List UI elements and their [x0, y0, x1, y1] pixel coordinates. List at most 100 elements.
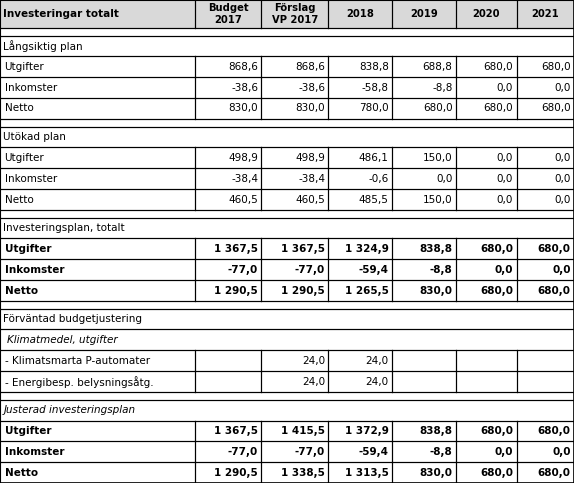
Bar [195, 189, 262, 210]
Text: 0,0: 0,0 [554, 83, 571, 93]
Text: 0,0: 0,0 [495, 447, 513, 457]
Text: Inkomster: Inkomster [5, 83, 57, 93]
Text: Utgifter: Utgifter [5, 244, 51, 254]
Text: 838,8: 838,8 [359, 62, 389, 72]
Text: -0,6: -0,6 [369, 174, 389, 184]
Text: Netto: Netto [5, 195, 33, 204]
Bar [456, 371, 517, 392]
Bar [517, 147, 574, 168]
Bar [392, 441, 456, 462]
Bar [195, 147, 262, 168]
Bar [517, 371, 574, 392]
Bar [0, 392, 574, 400]
Bar [0, 28, 574, 36]
Text: 0,0: 0,0 [554, 195, 571, 204]
Bar [517, 98, 574, 119]
Bar [328, 421, 392, 441]
Bar [195, 350, 262, 371]
Text: 2018: 2018 [346, 9, 374, 19]
Text: 868,6: 868,6 [295, 62, 325, 72]
Bar [517, 57, 574, 77]
Bar [195, 280, 262, 301]
Bar [392, 57, 456, 77]
Bar [0, 462, 195, 483]
Text: 680,0: 680,0 [480, 468, 513, 478]
Text: 680,0: 680,0 [538, 468, 571, 478]
Text: Långsiktig plan: Långsiktig plan [3, 40, 83, 52]
Text: 485,5: 485,5 [359, 195, 389, 204]
Text: 680,0: 680,0 [483, 103, 513, 114]
Bar [262, 98, 328, 119]
Bar [456, 98, 517, 119]
Bar [262, 77, 328, 98]
Text: 780,0: 780,0 [359, 103, 389, 114]
Bar [392, 189, 456, 210]
Bar [0, 239, 195, 259]
Text: 0,0: 0,0 [554, 153, 571, 163]
Text: 0,0: 0,0 [552, 447, 571, 457]
Bar [262, 350, 328, 371]
Text: -38,6: -38,6 [298, 83, 325, 93]
Text: 24,0: 24,0 [366, 356, 389, 366]
Bar [328, 441, 392, 462]
Text: Förslag
VP 2017: Förslag VP 2017 [272, 3, 318, 25]
Text: 24,0: 24,0 [302, 356, 325, 366]
Text: -59,4: -59,4 [359, 265, 389, 275]
Text: 1 324,9: 1 324,9 [345, 244, 389, 254]
Text: -77,0: -77,0 [295, 265, 325, 275]
Bar [195, 371, 262, 392]
Bar [328, 98, 392, 119]
Text: 688,8: 688,8 [422, 62, 452, 72]
Bar [262, 168, 328, 189]
Text: 1 290,5: 1 290,5 [214, 285, 258, 296]
Bar [328, 77, 392, 98]
Bar [195, 0, 262, 28]
Bar [0, 301, 574, 309]
Bar [456, 462, 517, 483]
Text: 830,0: 830,0 [228, 103, 258, 114]
Bar [456, 168, 517, 189]
Text: 498,9: 498,9 [295, 153, 325, 163]
Bar [195, 77, 262, 98]
Bar [392, 259, 456, 280]
Bar [328, 57, 392, 77]
Bar [0, 119, 574, 127]
Text: 1 290,5: 1 290,5 [281, 285, 325, 296]
Bar [328, 462, 392, 483]
Bar [195, 239, 262, 259]
Text: Netto: Netto [5, 285, 38, 296]
Text: 0,0: 0,0 [497, 83, 513, 93]
Text: 680,0: 680,0 [423, 103, 452, 114]
Bar [328, 147, 392, 168]
Text: 0,0: 0,0 [495, 265, 513, 275]
Text: -38,4: -38,4 [298, 174, 325, 184]
Text: 0,0: 0,0 [497, 195, 513, 204]
Bar [0, 36, 574, 57]
Text: 680,0: 680,0 [483, 62, 513, 72]
Bar [0, 127, 574, 147]
Text: 460,5: 460,5 [295, 195, 325, 204]
Bar [517, 0, 574, 28]
Bar [517, 259, 574, 280]
Text: -77,0: -77,0 [228, 265, 258, 275]
Bar [262, 280, 328, 301]
Bar [262, 0, 328, 28]
Bar [262, 462, 328, 483]
Text: 1 290,5: 1 290,5 [214, 468, 258, 478]
Bar [262, 259, 328, 280]
Text: Utgifter: Utgifter [5, 153, 44, 163]
Bar [0, 371, 195, 392]
Text: 680,0: 680,0 [480, 426, 513, 436]
Bar [456, 239, 517, 259]
Bar [517, 462, 574, 483]
Text: 150,0: 150,0 [423, 195, 452, 204]
Text: -77,0: -77,0 [228, 447, 258, 457]
Bar [262, 239, 328, 259]
Text: -38,4: -38,4 [231, 174, 258, 184]
Text: Investeringar totalt: Investeringar totalt [3, 9, 119, 19]
Text: 1 265,5: 1 265,5 [345, 285, 389, 296]
Text: Inkomster: Inkomster [5, 447, 64, 457]
Bar [0, 77, 195, 98]
Bar [262, 371, 328, 392]
Text: 1 367,5: 1 367,5 [214, 426, 258, 436]
